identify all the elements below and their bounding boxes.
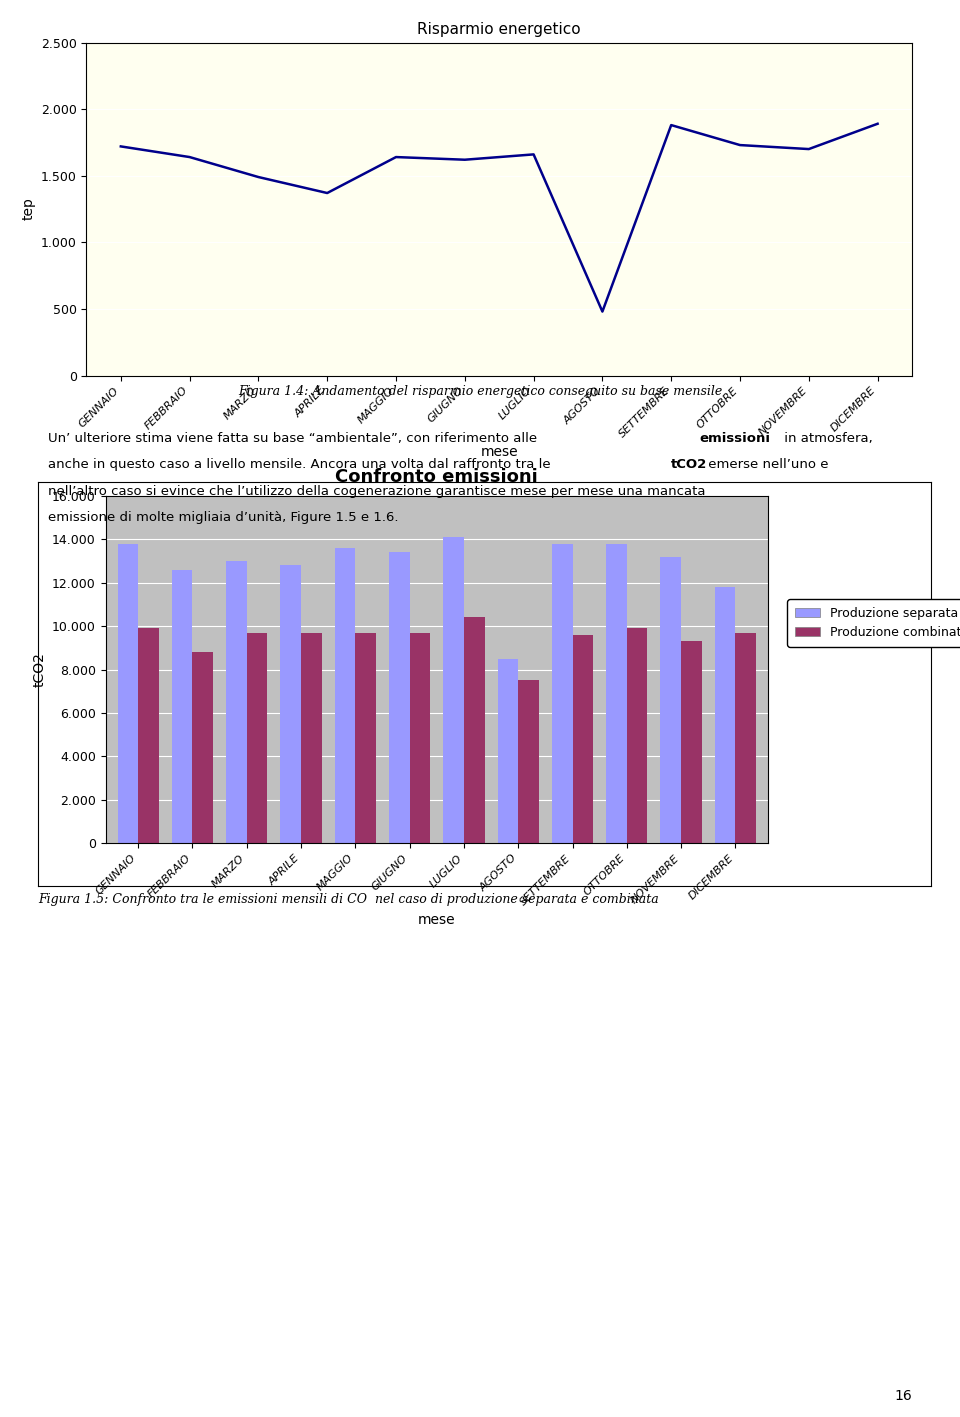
Bar (172, 570, 192, 843)
Bar (464, 618, 485, 843)
Bar (389, 553, 410, 843)
Bar (410, 632, 430, 843)
X-axis label: mese: mese (480, 445, 518, 459)
Text: 16: 16 (895, 1389, 912, 1403)
Text: Un’ ulteriore stima viene fatta su base “ambientale”, con riferimento alle: Un’ ulteriore stima viene fatta su base … (48, 432, 541, 445)
Bar (627, 628, 647, 843)
Bar (660, 557, 682, 843)
Text: tCO2: tCO2 (671, 459, 708, 472)
Bar (335, 548, 355, 843)
Text: Figura 1.5: Confronto tra le emissioni mensili di CO  nel caso di produzione sep: Figura 1.5: Confronto tra le emissioni m… (38, 893, 660, 905)
Y-axis label: tCO2: tCO2 (33, 652, 46, 687)
Bar (444, 537, 464, 843)
X-axis label: mese: mese (418, 913, 456, 927)
Title: Risparmio energetico: Risparmio energetico (418, 23, 581, 37)
Text: emissioni: emissioni (699, 432, 770, 445)
Bar (606, 544, 627, 843)
Y-axis label: tep: tep (21, 197, 36, 221)
Bar (227, 561, 247, 843)
Legend: Produzione separata, Produzione combinata: Produzione separata, Produzione combinat… (787, 599, 960, 646)
Text: nell’altro caso si evince che l’utilizzo della cogenerazione garantisce mese per: nell’altro caso si evince che l’utilizzo… (48, 485, 706, 497)
Bar (117, 544, 138, 843)
Title: Confronto emissioni: Confronto emissioni (335, 468, 539, 486)
Bar (138, 628, 158, 843)
Bar (735, 632, 756, 843)
Text: in atmosfera,: in atmosfera, (780, 432, 873, 445)
Bar (280, 565, 301, 843)
Bar (247, 632, 268, 843)
Bar (301, 632, 322, 843)
Bar (192, 652, 213, 843)
Bar (572, 635, 593, 843)
Bar (682, 642, 702, 843)
Bar (518, 680, 539, 843)
Text: Figura 1.4: Andamento del risparmio energetico conseguito su base mensile: Figura 1.4: Andamento del risparmio ener… (238, 385, 722, 398)
Bar (552, 544, 572, 843)
Text: emerse nell’uno e: emerse nell’uno e (704, 459, 828, 472)
Bar (715, 587, 735, 843)
Bar (355, 632, 376, 843)
Text: anche in questo caso a livello mensile. Ancora una volta dal raffronto tra le: anche in questo caso a livello mensile. … (48, 459, 555, 472)
Text: emissione di molte migliaia d’unità, Figure 1.5 e 1.6.: emissione di molte migliaia d’unità, Fig… (48, 510, 398, 524)
Bar (497, 659, 518, 843)
